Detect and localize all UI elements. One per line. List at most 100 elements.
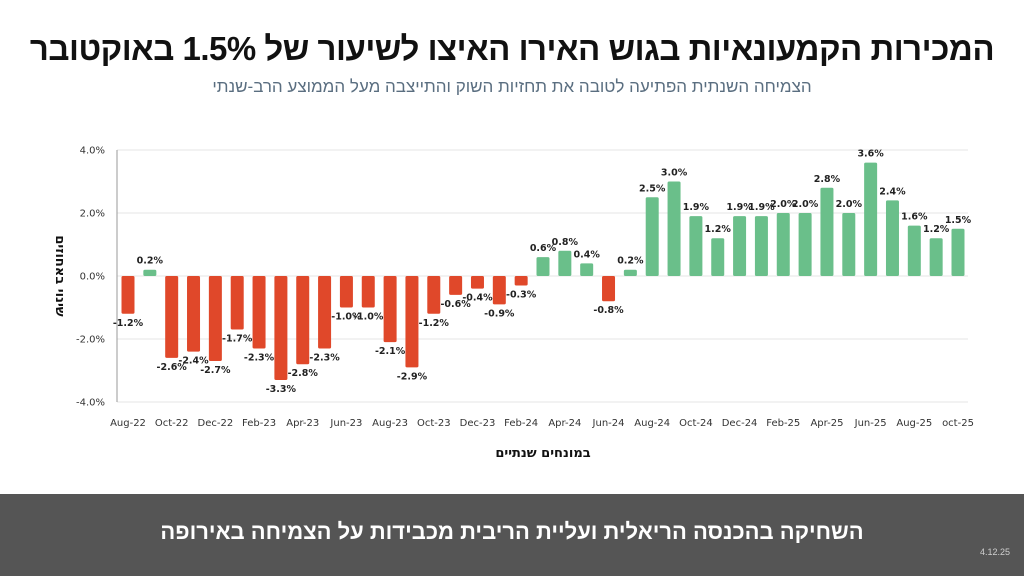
bar (339, 276, 353, 308)
bar (361, 276, 375, 308)
data-label: -2.3% (244, 352, 275, 363)
bar (754, 216, 768, 276)
y-axis-label: שינוי באחוזים (52, 235, 67, 316)
bar (733, 216, 747, 276)
data-label: -2.7% (200, 365, 231, 376)
bar (798, 213, 812, 276)
bar (121, 276, 135, 314)
x-axis-ticks: Aug-22 Oct-22 Dec-22 Feb-23 Apr-23 Jun-23 Aug-… (110, 418, 974, 429)
data-label: 2.8% (814, 174, 841, 185)
x-tick-label: Aug-22 (110, 418, 146, 429)
x-tick-label: Feb-24 (504, 418, 538, 429)
data-label: 2.0% (792, 199, 819, 210)
x-tick-label: Dec-23 (460, 418, 496, 429)
bar (558, 250, 572, 276)
data-label: -0.8% (593, 305, 624, 316)
bar (645, 197, 659, 276)
x-tick-label: Dec-24 (722, 418, 758, 429)
bar (252, 276, 266, 349)
bar (711, 238, 725, 276)
bar (951, 228, 965, 276)
data-label: 1.9% (748, 202, 775, 213)
bar (492, 276, 506, 305)
data-label: -1.2% (113, 318, 144, 329)
bar (907, 225, 921, 276)
data-label: -1.2% (419, 318, 450, 329)
data-label: -0.4% (462, 293, 493, 304)
data-label: 2.5% (639, 183, 666, 194)
bar (623, 269, 637, 276)
x-tick-label: Oct-22 (155, 418, 189, 429)
data-label: -2.1% (375, 346, 406, 357)
data-label: 1.2% (705, 224, 732, 235)
y-tick-label: -4.0% (76, 398, 105, 409)
bar-chart: 4.0%2.0%0.0%-2.0%-4.0% -1.2%0.2%-2.6%-2.… (52, 146, 974, 462)
x-tick-label: Aug-25 (896, 418, 932, 429)
footer-bar: השחיקה בהכנסה הריאלית ועליית הריבית מכבי… (0, 494, 1024, 576)
data-label: -1.0% (353, 312, 384, 323)
x-tick-label: Aug-23 (372, 418, 408, 429)
data-label: 3.6% (857, 149, 884, 160)
bar (470, 276, 484, 289)
data-label: -2.9% (397, 371, 428, 382)
y-tick-label: 4.0% (80, 146, 105, 157)
data-label: 0.2% (137, 256, 164, 267)
data-label: 0.6% (530, 243, 557, 254)
x-tick-label: Oct-23 (417, 418, 451, 429)
data-label: 0.4% (574, 249, 601, 260)
data-label: 0.8% (552, 237, 579, 248)
bar (667, 181, 681, 276)
bar (449, 276, 463, 295)
bar (885, 200, 899, 276)
bar (296, 276, 310, 365)
x-tick-label: Jun-24 (592, 418, 625, 429)
data-label: 2.0% (770, 199, 797, 210)
data-label: -1.0% (331, 312, 362, 323)
bar (514, 276, 528, 286)
data-label: -2.3% (309, 352, 340, 363)
data-label: -2.8% (288, 368, 319, 379)
x-tick-label: Apr-25 (810, 418, 843, 429)
bars (121, 162, 965, 380)
bar (208, 276, 222, 362)
chart-subtitle: הצמיחה השנתית הפתיעה לטובה את תחזיות השו… (212, 77, 812, 96)
data-label: -1.7% (222, 334, 253, 345)
x-tick-label: Oct-24 (679, 418, 713, 429)
data-label: -0.6% (440, 299, 471, 310)
data-label: 0.2% (617, 256, 644, 267)
x-tick-label: Apr-24 (548, 418, 581, 429)
data-label: -2.4% (178, 356, 209, 367)
bar (143, 269, 157, 276)
x-tick-label: Jun-25 (854, 418, 887, 429)
bar (318, 276, 332, 349)
x-tick-label: Aug-24 (634, 418, 670, 429)
y-tick-label: -2.0% (76, 335, 105, 346)
x-tick-label: oct-25 (942, 418, 974, 429)
data-label: -0.3% (506, 289, 537, 300)
x-tick-label: Feb-23 (242, 418, 276, 429)
data-label: 1.6% (901, 212, 928, 223)
bar (580, 263, 594, 276)
y-axis-ticks: 4.0% 2.0% 0.0% -2.0% -4.0% (76, 146, 105, 409)
data-label: 3.0% (661, 168, 688, 179)
footer-date: 4.12.25 (979, 547, 1010, 557)
bar (536, 257, 550, 276)
bar (776, 213, 790, 276)
bar (427, 276, 441, 314)
bar (187, 276, 201, 352)
bar (230, 276, 244, 330)
footer-text: השחיקה בהכנסה הריאלית ועליית הריבית מכבי… (160, 519, 864, 544)
data-label: 1.2% (923, 224, 950, 235)
x-axis-label: במונחים שנתיים (495, 446, 590, 461)
y-tick-label: 2.0% (80, 209, 105, 220)
data-label: 1.9% (726, 202, 753, 213)
data-label: -0.9% (484, 308, 515, 319)
data-label: 2.4% (879, 186, 906, 197)
bar (405, 276, 419, 368)
bar (842, 213, 856, 276)
bar (689, 216, 703, 276)
x-tick-label: Feb-25 (766, 418, 800, 429)
data-label: -2.6% (157, 362, 188, 373)
data-label: 1.5% (945, 215, 972, 226)
bar (929, 238, 943, 276)
